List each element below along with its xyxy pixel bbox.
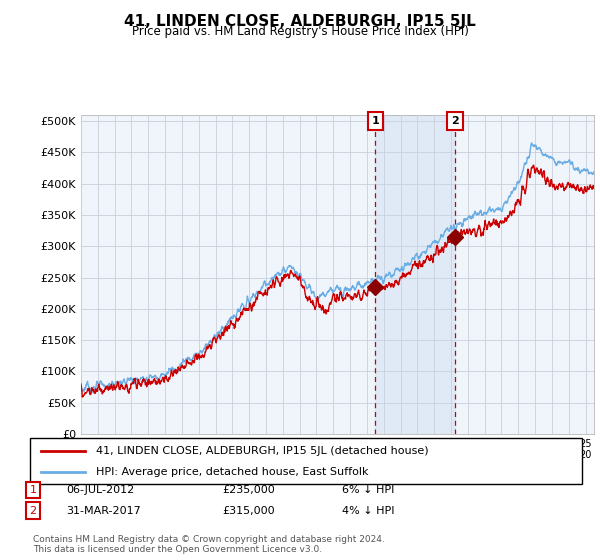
Text: 6% ↓ HPI: 6% ↓ HPI — [342, 485, 394, 495]
Text: 2: 2 — [451, 116, 459, 126]
Text: £315,000: £315,000 — [222, 506, 275, 516]
Text: 1: 1 — [371, 116, 379, 126]
Text: £235,000: £235,000 — [222, 485, 275, 495]
Text: 41, LINDEN CLOSE, ALDEBURGH, IP15 5JL (detached house): 41, LINDEN CLOSE, ALDEBURGH, IP15 5JL (d… — [96, 446, 429, 456]
FancyBboxPatch shape — [30, 438, 582, 484]
Text: HPI: Average price, detached house, East Suffolk: HPI: Average price, detached house, East… — [96, 468, 369, 478]
Text: Contains HM Land Registry data © Crown copyright and database right 2024.
This d: Contains HM Land Registry data © Crown c… — [33, 535, 385, 554]
Text: 4% ↓ HPI: 4% ↓ HPI — [342, 506, 395, 516]
Text: 06-JUL-2012: 06-JUL-2012 — [66, 485, 134, 495]
Text: 1: 1 — [29, 485, 37, 495]
Text: 2: 2 — [29, 506, 37, 516]
Text: 41, LINDEN CLOSE, ALDEBURGH, IP15 5JL: 41, LINDEN CLOSE, ALDEBURGH, IP15 5JL — [124, 14, 476, 29]
Bar — [376, 115, 455, 434]
Text: 31-MAR-2017: 31-MAR-2017 — [66, 506, 141, 516]
Text: Price paid vs. HM Land Registry's House Price Index (HPI): Price paid vs. HM Land Registry's House … — [131, 25, 469, 38]
